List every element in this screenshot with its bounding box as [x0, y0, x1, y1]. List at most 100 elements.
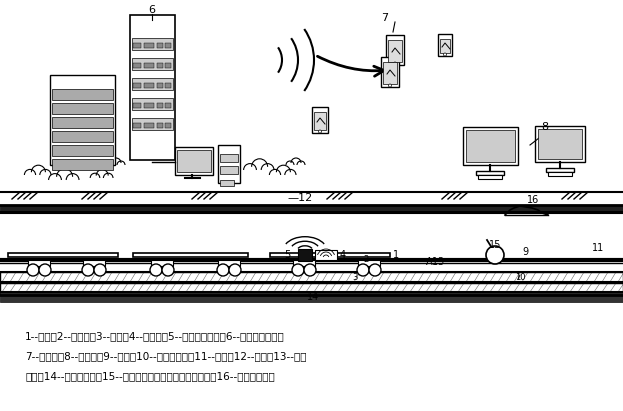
Bar [157, 123, 163, 128]
Bar [220, 154, 238, 162]
Circle shape [229, 264, 241, 276]
Text: 11: 11 [592, 243, 604, 253]
Bar [130, 15, 175, 160]
Circle shape [150, 264, 162, 276]
Bar [538, 129, 582, 159]
Bar [386, 35, 404, 65]
Bar [83, 260, 105, 266]
Bar [133, 123, 141, 128]
Circle shape [486, 246, 504, 264]
Bar [177, 150, 211, 172]
Text: 4: 4 [340, 250, 346, 260]
Bar [165, 103, 171, 108]
Bar [144, 103, 154, 108]
Circle shape [318, 130, 321, 133]
Bar [463, 127, 518, 165]
Bar [293, 260, 315, 266]
Bar [151, 260, 173, 266]
Bar [270, 253, 390, 257]
Bar [535, 126, 585, 162]
Text: 8: 8 [541, 122, 549, 132]
Bar [165, 43, 171, 48]
Bar [383, 62, 397, 84]
Circle shape [217, 264, 229, 276]
Bar [144, 123, 154, 128]
Bar [157, 63, 163, 68]
Bar [315, 250, 337, 260]
Bar [388, 40, 402, 62]
Bar [8, 253, 118, 257]
Circle shape [444, 53, 447, 56]
Circle shape [357, 264, 369, 276]
Text: 1: 1 [393, 250, 399, 260]
Bar [381, 57, 399, 87]
Bar [133, 253, 248, 257]
Circle shape [369, 264, 381, 276]
Bar [0, 283, 623, 292]
Text: 9: 9 [522, 247, 528, 257]
Text: 14: 14 [307, 292, 319, 302]
Bar [548, 172, 572, 176]
Bar [165, 83, 171, 88]
Bar [218, 145, 240, 183]
Circle shape [94, 264, 106, 276]
Bar [52, 103, 113, 114]
Text: 10: 10 [515, 272, 525, 282]
Text: 1--列车，2--转向架，3--轮对，4--传感器，5--信号传输系统，6--数据处理系统，: 1--列车，2--转向架，3--轮对，4--传感器，5--信号传输系统，6--数… [25, 331, 285, 341]
Bar [133, 43, 141, 48]
Text: 2: 2 [363, 254, 369, 263]
Bar [358, 260, 380, 266]
Bar [133, 103, 141, 108]
Circle shape [292, 264, 304, 276]
Bar [157, 43, 163, 48]
Bar [52, 145, 113, 156]
Text: 16: 16 [527, 195, 539, 205]
Bar [165, 63, 171, 68]
Bar [132, 78, 173, 90]
Bar [478, 175, 502, 179]
Bar [0, 290, 623, 302]
Bar [0, 272, 623, 282]
Circle shape [389, 84, 391, 87]
Bar [312, 107, 328, 133]
Bar [440, 39, 450, 53]
Circle shape [304, 264, 316, 276]
Text: —12: —12 [287, 193, 313, 203]
Bar [133, 63, 141, 68]
Bar [52, 131, 113, 142]
Bar [52, 89, 113, 100]
Bar [220, 180, 234, 186]
Bar [157, 83, 163, 88]
Bar [132, 118, 173, 130]
Bar [438, 34, 452, 56]
Bar [218, 260, 240, 266]
Bar [52, 159, 113, 170]
Text: 7--移动端，8--电脑端，9--轨道，10--浮置轨道板，11--隧道，12--土体，13--轨道: 7--移动端，8--电脑端，9--轨道，10--浮置轨道板，11--隧道，12-… [25, 351, 307, 361]
Bar [298, 249, 312, 261]
Bar [144, 83, 154, 88]
Bar [144, 63, 154, 68]
Circle shape [39, 264, 51, 276]
Bar [0, 285, 623, 295]
Bar [314, 112, 326, 130]
Text: 15: 15 [489, 240, 501, 250]
Bar [165, 123, 171, 128]
Bar [144, 43, 154, 48]
Circle shape [394, 62, 396, 65]
Text: 3: 3 [353, 272, 358, 282]
Bar [132, 98, 173, 110]
Bar [132, 38, 173, 50]
Bar [157, 103, 163, 108]
Bar [133, 83, 141, 88]
Text: 6: 6 [148, 5, 156, 15]
Bar [466, 130, 515, 162]
Bar [546, 168, 574, 172]
Bar [175, 147, 213, 175]
Text: 缺陷，14--轨道板缺陷，15--隧道损伤（裂缝、混凝土脱落），16--壁后土体脱空: 缺陷，14--轨道板缺陷，15--隧道损伤（裂缝、混凝土脱落），16--壁后土体… [25, 371, 275, 381]
Text: $\Lambda$13: $\Lambda$13 [425, 255, 445, 267]
Bar [476, 171, 504, 175]
Circle shape [82, 264, 94, 276]
Bar [132, 58, 173, 70]
Bar [0, 205, 623, 213]
Circle shape [162, 264, 174, 276]
